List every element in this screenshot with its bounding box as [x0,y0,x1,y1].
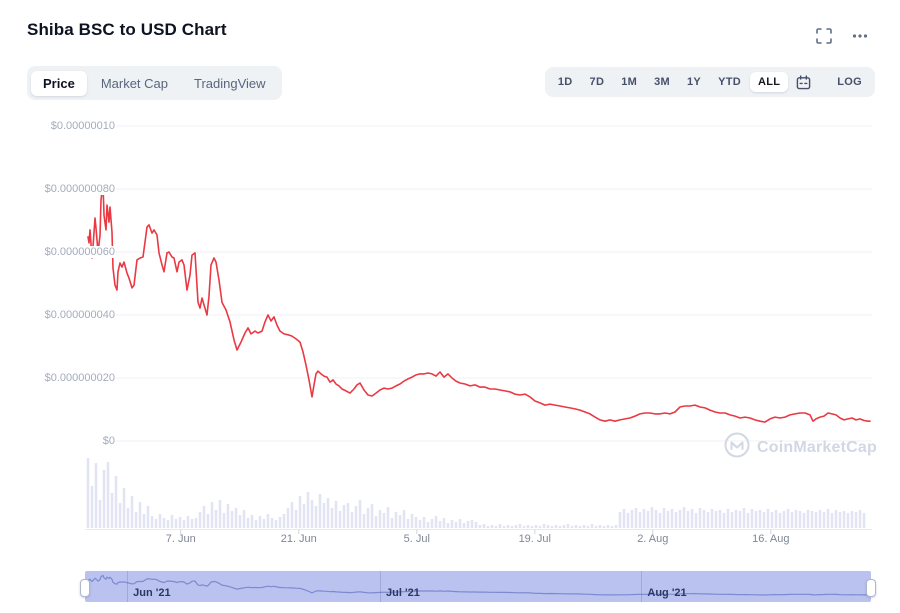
range-ytd[interactable]: YTD [718,76,741,88]
x-axis-label: 16. Aug [752,533,790,545]
range-1d[interactable]: 1D [557,76,573,88]
tab-tradingview[interactable]: TradingView [194,75,266,91]
range-1y[interactable]: 1Y [687,76,702,88]
y-axis-label: $0.00000010 [24,120,116,132]
chart-type-tabs: Price Market Cap TradingView [27,66,282,100]
x-axis-label: 21. Jun [280,533,317,545]
volume-bars [86,458,866,528]
slider-month-label: Jul '21 [386,587,420,599]
y-axis-label: $0.000000060 [24,246,116,258]
y-axis-label: $0 [24,435,116,447]
slider-month-label: Jun '21 [133,587,171,599]
time-range-controls: 1D 7D 1M 3M 1Y YTD ALL LOG [544,67,875,97]
y-axis-label: $0.000000020 [24,372,116,384]
y-axis-label: $0.000000040 [24,309,116,321]
tab-price[interactable]: Price [31,70,87,96]
slider-month-label: Aug '21 [647,587,687,599]
slider-month-gridline [127,571,129,602]
log-scale-toggle[interactable]: LOG [837,76,862,88]
page-title: Shiba BSC to USD Chart [27,20,227,39]
range-all[interactable]: ALL [749,72,789,92]
more-options-icon[interactable] [850,26,870,46]
slider-left-handle[interactable] [80,579,90,597]
slider-right-handle[interactable] [866,579,876,597]
x-axis-label: 7. Jun [165,533,196,545]
calendar-icon[interactable] [789,71,818,94]
slider-month-gridline [380,571,382,602]
x-axis-label: 5. Jul [403,533,430,545]
slider-mini-line [87,574,870,596]
price-line [87,183,871,423]
slider-month-gridline [641,571,643,602]
header-actions [814,26,870,46]
slider-selected-band[interactable] [85,571,871,602]
range-3m[interactable]: 3M [654,76,670,88]
gridlines [85,125,872,442]
x-axis-label: 2. Aug [637,533,669,545]
fullscreen-icon[interactable] [814,26,834,46]
x-axis-label: 19. Jul [518,533,551,545]
range-7d[interactable]: 7D [589,76,605,88]
date-range-slider[interactable]: Jun '21 Jul '21 Aug '21 [80,571,876,602]
range-1m[interactable]: 1M [621,76,638,88]
slider-mini-chart [87,574,870,596]
y-axis-label: $0.000000080 [24,183,116,195]
tab-market-cap[interactable]: Market Cap [100,75,169,91]
x-axis-line [85,529,872,534]
